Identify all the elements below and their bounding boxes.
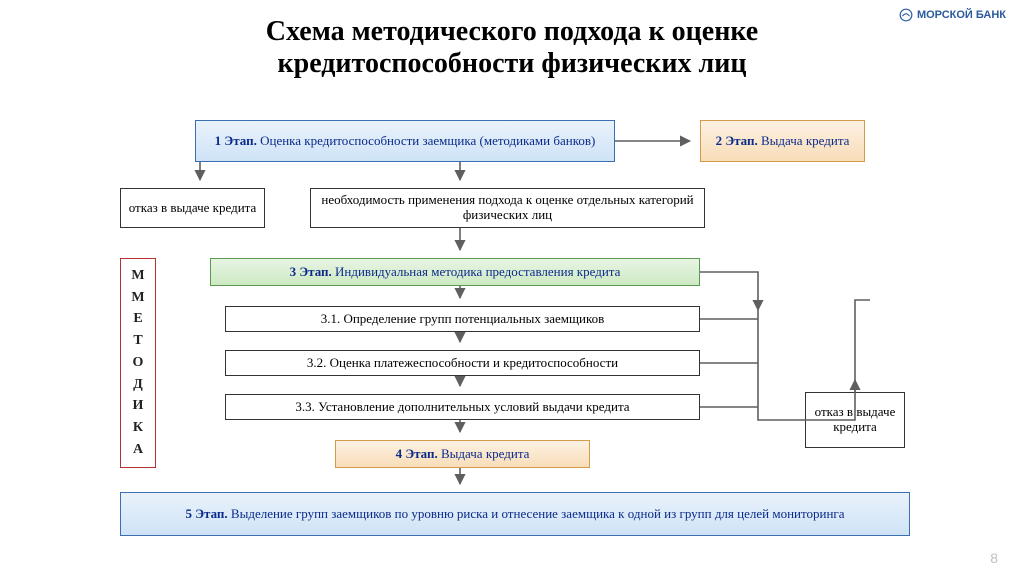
vlabel-letter-5: Д bbox=[133, 378, 143, 392]
box-text-stage4: Выдача кредита bbox=[438, 446, 530, 461]
stage-label-stage5: 5 Этап. bbox=[185, 506, 227, 521]
title-line-1: Схема методического подхода к оценке bbox=[0, 16, 1024, 48]
stage-label-stage2: 2 Этап. bbox=[716, 133, 758, 148]
box-text-deny1: отказ в выдаче кредита bbox=[129, 200, 257, 215]
box-text-stage3: Индивидуальная методика предоставления к… bbox=[332, 264, 621, 279]
vlabel-letter-6: И bbox=[133, 399, 144, 413]
page-title: Схема методического подхода к оценке кре… bbox=[0, 16, 1024, 80]
stage-label-stage3: 3 Этап. bbox=[290, 264, 332, 279]
stage-label-stage1: 1 Этап. bbox=[215, 133, 257, 148]
arrow-15 bbox=[855, 300, 870, 384]
box-deny1: отказ в выдаче кредита bbox=[120, 188, 265, 228]
box-text-deny2: отказ в выдаче кредита bbox=[815, 404, 896, 434]
box-need: необходимость применения подхода к оценк… bbox=[310, 188, 705, 228]
box-s33: 3.3. Установление дополнительных условий… bbox=[225, 394, 700, 420]
box-stage2: 2 Этап. Выдача кредита bbox=[700, 120, 865, 162]
box-stage1: 1 Этап. Оценка кредитоспособности заемщи… bbox=[195, 120, 615, 162]
box-stage5: 5 Этап. Выделение групп заемщиков по уро… bbox=[120, 492, 910, 536]
box-s32: 3.2. Оценка платежеспособности и кредито… bbox=[225, 350, 700, 376]
box-s31: 3.1. Определение групп потенциальных зае… bbox=[225, 306, 700, 332]
box-text-stage2: Выдача кредита bbox=[758, 133, 850, 148]
box-stage3: 3 Этап. Индивидуальная методика предоста… bbox=[210, 258, 700, 286]
vlabel-letter-0: М bbox=[131, 269, 144, 283]
stage-label-stage4: 4 Этап. bbox=[396, 446, 438, 461]
box-text-need: необходимость применения подхода к оценк… bbox=[321, 192, 693, 222]
vlabel-letter-3: Т bbox=[133, 334, 142, 348]
vlabel-letter-7: К bbox=[133, 421, 143, 435]
box-text-s32: 3.2. Оценка платежеспособности и кредито… bbox=[307, 355, 618, 370]
vlabel-letter-2: Е bbox=[133, 312, 142, 326]
vlabel-letter-4: О bbox=[133, 356, 144, 370]
box-text-s31: 3.1. Определение групп потенциальных зае… bbox=[321, 311, 605, 326]
title-line-2: кредитоспособности физических лиц bbox=[0, 48, 1024, 80]
box-text-stage1: Оценка кредитоспособности заемщика (мето… bbox=[257, 133, 595, 148]
box-text-s33: 3.3. Установление дополнительных условий… bbox=[295, 399, 629, 414]
methodology-vertical-label: ММЕТОДИКА bbox=[120, 258, 156, 468]
page-number: 8 bbox=[990, 550, 998, 566]
box-deny2: отказ в выдаче кредита bbox=[805, 392, 905, 448]
box-text-stage5: Выделение групп заемщиков по уровню риск… bbox=[228, 506, 845, 521]
vlabel-letter-8: А bbox=[133, 443, 143, 457]
vlabel-letter-1: М bbox=[131, 291, 144, 305]
box-stage4: 4 Этап. Выдача кредита bbox=[335, 440, 590, 468]
arrow-9 bbox=[700, 272, 758, 310]
